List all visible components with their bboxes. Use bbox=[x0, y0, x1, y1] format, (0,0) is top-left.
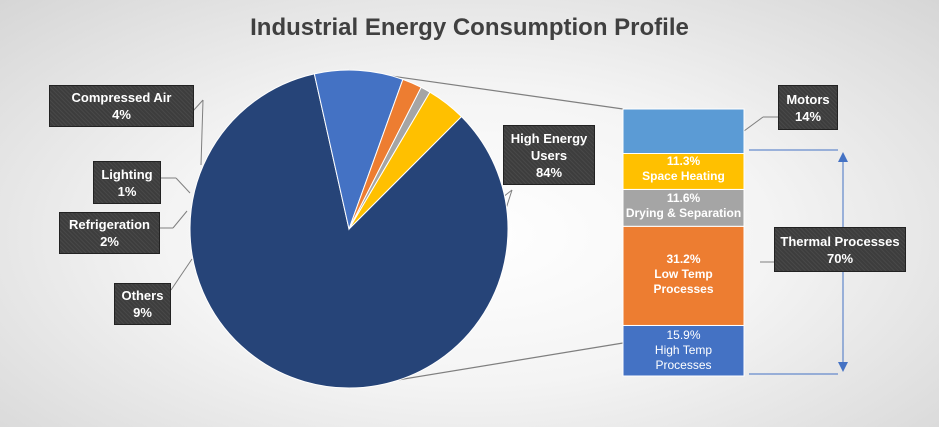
space-heating-percent: 11.3% bbox=[666, 153, 701, 168]
pie-slice-compressed-air bbox=[348, 91, 463, 230]
segment-label-high-temp: 15.9% High Temp Processes bbox=[623, 325, 744, 376]
callout-high-energy-users: High Energy Users 84% bbox=[503, 125, 595, 185]
callout-high-energy-name-2: Users bbox=[530, 147, 568, 163]
low-temp-name-2: Processes bbox=[653, 282, 714, 296]
callout-high-energy-value: 84% bbox=[535, 164, 563, 180]
bar-segment-motors bbox=[622, 108, 745, 154]
callout-others-name: Others bbox=[121, 288, 164, 303]
stacked-bar bbox=[622, 108, 745, 377]
callout-compressed-air-value: 4% bbox=[112, 107, 131, 122]
high-temp-name-1: High Temp bbox=[654, 343, 713, 357]
bar-segment-space-heating bbox=[622, 153, 745, 190]
leader-lighting bbox=[175, 177, 191, 194]
callout-thermal-value: 70% bbox=[826, 250, 854, 266]
pie-slices bbox=[189, 69, 509, 389]
segment-label-space-heating: 11.3% Space Heating bbox=[623, 150, 744, 187]
arrow-head-down bbox=[838, 362, 848, 372]
callout-refrigeration-value: 2% bbox=[100, 234, 119, 249]
low-temp-name-1: Low Temp bbox=[654, 267, 713, 281]
high-temp-percent: 15.9% bbox=[666, 328, 701, 342]
segment-label-low-temp: 31.2% Low Temp Processes bbox=[623, 224, 744, 325]
callout-motors-value: 14% bbox=[794, 108, 822, 124]
segment-label-drying-separation: 11.6% Drying & Separation bbox=[623, 187, 744, 224]
callout-motors-name: Motors bbox=[786, 91, 830, 107]
callout-lighting-name: Lighting bbox=[101, 166, 153, 182]
callout-compressed-air: Compressed Air 4% bbox=[49, 85, 194, 127]
high-temp-name-2: Processes bbox=[655, 358, 712, 372]
arrow-head-up bbox=[838, 152, 848, 162]
pie-slice-high-energy-users bbox=[189, 73, 509, 389]
drying-separation-name: Drying & Separation bbox=[625, 205, 742, 220]
leader-others bbox=[170, 258, 193, 291]
callout-high-energy-name-1: High Energy bbox=[510, 130, 588, 146]
callout-others-value: 9% bbox=[133, 305, 152, 320]
bar-segment-drying-separation bbox=[622, 188, 745, 227]
callout-others: Others 9% bbox=[114, 283, 171, 325]
chart-title: Industrial Energy Consumption Profile bbox=[250, 14, 689, 41]
pie-slice-others bbox=[313, 69, 404, 231]
callout-compressed-air-name: Compressed Air bbox=[71, 90, 172, 105]
low-temp-percent: 31.2% bbox=[666, 252, 701, 266]
callout-motors: Motors 14% bbox=[778, 85, 838, 130]
callout-lighting: Lighting 1% bbox=[93, 161, 161, 204]
leader-refrigeration bbox=[172, 210, 188, 229]
callout-refrigeration: Refrigeration 2% bbox=[59, 212, 160, 254]
callout-refrigeration-name: Refrigeration bbox=[69, 217, 150, 232]
callout-thermal-processes: Thermal Processes 70% bbox=[774, 227, 906, 272]
leader-compressed-air bbox=[192, 99, 204, 112]
callout-lighting-value: 1% bbox=[117, 183, 137, 199]
leader-compressed-air bbox=[200, 99, 204, 166]
space-heating-name: Space Heating bbox=[642, 168, 725, 183]
bar-segment-high-temp-processes bbox=[622, 324, 745, 377]
leader-motors bbox=[743, 116, 764, 132]
drying-separation-percent: 11.6% bbox=[666, 190, 701, 205]
callout-thermal-name: Thermal Processes bbox=[780, 233, 900, 249]
